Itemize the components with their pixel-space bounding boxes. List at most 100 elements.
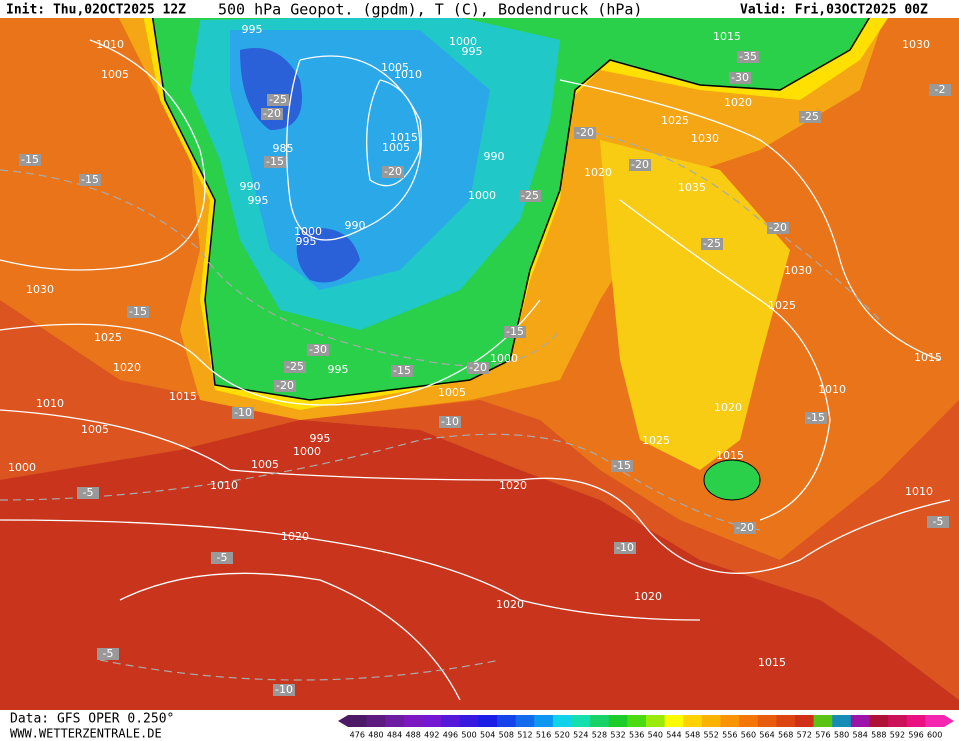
colorbar-swatch: [366, 715, 386, 727]
temperature-label: -20: [769, 221, 787, 234]
colorbar-label: 488: [406, 731, 421, 740]
isobar-label: 1020: [724, 96, 752, 109]
isobar-label: 1025: [661, 114, 689, 127]
isobar-label: 1010: [210, 479, 238, 492]
colorbar-label: 580: [834, 731, 849, 740]
colorbar-swatch: [869, 715, 889, 727]
label-box: [79, 174, 101, 186]
isobar-label: 1015: [390, 131, 418, 144]
data-source: Data: GFS OPER 0.250°: [10, 712, 174, 727]
label-box: [927, 516, 949, 528]
valid-time: Valid: Fri,03OCT2025 00Z: [740, 3, 928, 18]
isobar-label: 1025: [768, 299, 796, 312]
colorbar-swatch: [813, 715, 833, 727]
isobar-label: 990: [345, 219, 366, 232]
isobar-label: 1025: [642, 434, 670, 447]
label-box: [614, 542, 636, 554]
temperature-label: -15: [21, 153, 39, 166]
temperature-label: -20: [384, 165, 402, 178]
colorbar-swatch: [608, 715, 628, 727]
colorbar-swatch: [571, 715, 591, 727]
colorbar-swatch: [403, 715, 423, 727]
colorbar-swatch: [664, 715, 684, 727]
isotherm: [99, 659, 501, 681]
colorbar-swatch: [850, 715, 870, 727]
isotherm: [579, 129, 881, 321]
isobar-label: 1000: [8, 461, 36, 474]
isobar-label: 1015: [758, 656, 786, 669]
temperature-label: -30: [731, 71, 749, 84]
colorbar-swatch: [832, 715, 852, 727]
isobar-label: 1035: [678, 181, 706, 194]
colorbar-swatch: [757, 715, 777, 727]
isobar-label: 1030: [784, 264, 812, 277]
isobar-label: 990: [484, 150, 505, 163]
website: WWW.WETTERZENTRALE.DE: [10, 727, 162, 741]
isobar-label: 1015: [169, 390, 197, 403]
label-box: [77, 487, 99, 499]
colorbar-label: 596: [908, 731, 923, 740]
colorbar-label: 592: [890, 731, 905, 740]
colorbar-label: 536: [629, 731, 644, 740]
label-box: [264, 156, 286, 168]
colorbar-arrow: [944, 715, 954, 727]
colorbar-label: 504: [480, 731, 495, 740]
isobar-label: 1015: [713, 30, 741, 43]
colorbar-label: 512: [517, 731, 532, 740]
label-box: [382, 166, 404, 178]
colorbar-label: 484: [387, 731, 402, 740]
isobar-label: 1030: [26, 283, 54, 296]
label-box: [267, 94, 289, 106]
colorbar-swatch: [795, 715, 815, 727]
label-box: [574, 127, 596, 139]
isobar-label: 995: [296, 235, 317, 248]
isobar-label: 1010: [36, 397, 64, 410]
isobar-label: 1015: [914, 351, 942, 364]
colorbar-label: 588: [871, 731, 886, 740]
colorbar-swatch: [683, 715, 703, 727]
colorbar-swatch: [888, 715, 908, 727]
label-box: [127, 306, 149, 318]
colorbar-swatch: [497, 715, 517, 727]
colorbar-label: 520: [555, 731, 570, 740]
isobar: [619, 199, 831, 521]
label-box: [19, 154, 41, 166]
colorbar-label: 548: [685, 731, 700, 740]
isobar: [286, 55, 422, 241]
colorbar-swatch: [478, 715, 498, 727]
colorbar-label: 524: [573, 731, 588, 740]
colorbar-label: 476: [350, 731, 365, 740]
temperature-label: -2: [935, 83, 946, 96]
temperature-label: -25: [703, 237, 721, 250]
colorbar-swatch: [646, 715, 666, 727]
temperature-label: -25: [521, 189, 539, 202]
colorbar-label: 500: [461, 731, 476, 740]
temperature-label: -20: [469, 361, 487, 374]
colorbar-swatch: [441, 715, 461, 727]
colorbar-arrow: [338, 715, 348, 727]
label-box: [274, 380, 296, 392]
colorbar-label: 556: [722, 731, 737, 740]
colorbar-swatch: [515, 715, 535, 727]
temperature-label: -5: [103, 647, 114, 660]
isobar-label: 1010: [818, 383, 846, 396]
label-box: [701, 238, 723, 250]
label-box: [391, 365, 413, 377]
isobar-label: 1025: [94, 331, 122, 344]
colorbar-label: 584: [853, 731, 868, 740]
temperature-label: -30: [309, 343, 327, 356]
isotherms: [0, 129, 881, 681]
colorbar-label: 492: [424, 731, 439, 740]
temperature-label: -15: [393, 364, 411, 377]
label-box: [729, 72, 751, 84]
colorbar-label: 516: [536, 731, 551, 740]
label-box: [439, 416, 461, 428]
colorbar-swatch: [459, 715, 479, 727]
isobar-label: 1015: [716, 449, 744, 462]
header-bar: [0, 0, 959, 18]
label-box: [284, 361, 306, 373]
colorbar-swatch: [534, 715, 554, 727]
label-box: [232, 407, 254, 419]
isobar: [119, 572, 461, 701]
